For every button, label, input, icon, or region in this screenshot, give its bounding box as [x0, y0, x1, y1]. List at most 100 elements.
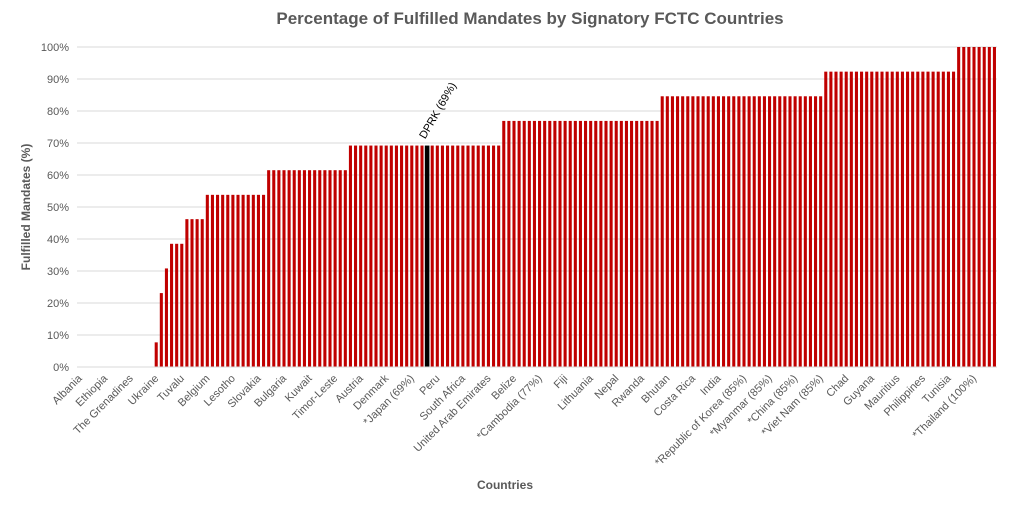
bar: [655, 120, 659, 367]
bar: [722, 96, 726, 367]
bar: [839, 71, 843, 367]
bar: [394, 145, 398, 367]
bar: [834, 71, 838, 367]
bar: [665, 96, 669, 367]
bar: [308, 170, 312, 367]
bar: [471, 145, 475, 367]
bar: [599, 120, 603, 367]
bar: [216, 194, 220, 367]
bar: [379, 145, 383, 367]
bar: [783, 96, 787, 367]
bar: [921, 71, 925, 367]
bar: [553, 120, 557, 367]
bar: [609, 120, 613, 367]
bar: [272, 170, 276, 367]
bar: [584, 120, 588, 367]
bar: [686, 96, 690, 367]
bar: [906, 71, 910, 367]
bar: [982, 47, 986, 367]
bar: [318, 170, 322, 367]
bar: [210, 194, 214, 367]
bar: [992, 47, 996, 367]
bar: [440, 145, 444, 367]
bar: [338, 170, 342, 367]
bar: [732, 96, 736, 367]
bar: [900, 71, 904, 367]
bar: [548, 120, 552, 367]
bar: [384, 145, 388, 367]
bar: [424, 145, 430, 367]
bar: [650, 120, 654, 367]
bar: [435, 145, 439, 367]
bar: [543, 120, 547, 367]
bar: [619, 120, 623, 367]
bar: [814, 96, 818, 367]
bar: [860, 71, 864, 367]
bar: [624, 120, 628, 367]
x-axis-title: Countries: [477, 478, 533, 492]
bar: [497, 145, 501, 367]
bar: [696, 96, 700, 367]
bar: [430, 145, 434, 367]
bar: [420, 145, 424, 367]
bar: [788, 96, 792, 367]
bar: [456, 145, 460, 367]
bar: [670, 96, 674, 367]
y-tick-label: 70%: [47, 138, 69, 150]
bar: [931, 71, 935, 367]
bar: [195, 219, 199, 367]
bar: [369, 145, 373, 367]
y-tick-label: 40%: [47, 234, 69, 246]
bar: [742, 96, 746, 367]
bar: [226, 194, 230, 367]
bar: [977, 47, 981, 367]
bar: [854, 71, 858, 367]
bar: [333, 170, 337, 367]
bar: [297, 170, 301, 367]
bar: [568, 120, 572, 367]
bar: [885, 71, 889, 367]
bar: [563, 120, 567, 367]
bar: [159, 293, 163, 367]
bar: [154, 342, 158, 367]
bar: [844, 71, 848, 367]
bar: [532, 120, 536, 367]
bar: [241, 194, 245, 367]
bar: [236, 194, 240, 367]
bar: [262, 194, 266, 367]
bar: [803, 96, 807, 367]
bar: [573, 120, 577, 367]
bar: [911, 71, 915, 367]
x-tick-label: Fiji: [552, 373, 570, 391]
bar: [466, 145, 470, 367]
bar: [967, 47, 971, 367]
bar: [486, 145, 490, 367]
bar: [926, 71, 930, 367]
bar: [200, 219, 204, 367]
bar: [348, 145, 352, 367]
bar: [389, 145, 393, 367]
bar: [476, 145, 480, 367]
bar: [277, 170, 281, 367]
bar: [256, 194, 260, 367]
y-tick-label: 60%: [47, 170, 69, 182]
bar: [645, 120, 649, 367]
bar: [962, 47, 966, 367]
bar: [640, 120, 644, 367]
bar: [946, 71, 950, 367]
bar: [890, 71, 894, 367]
bar: [819, 96, 823, 367]
y-tick-label: 20%: [47, 298, 69, 310]
bar: [481, 145, 485, 367]
bar: [185, 219, 189, 367]
bar: [292, 170, 296, 367]
bar: [405, 145, 409, 367]
bar: [410, 145, 414, 367]
bar: [164, 268, 168, 367]
bar: [752, 96, 756, 367]
bar: [773, 96, 777, 367]
bar: [952, 71, 956, 367]
bar: [870, 71, 874, 367]
bar: [538, 120, 542, 367]
